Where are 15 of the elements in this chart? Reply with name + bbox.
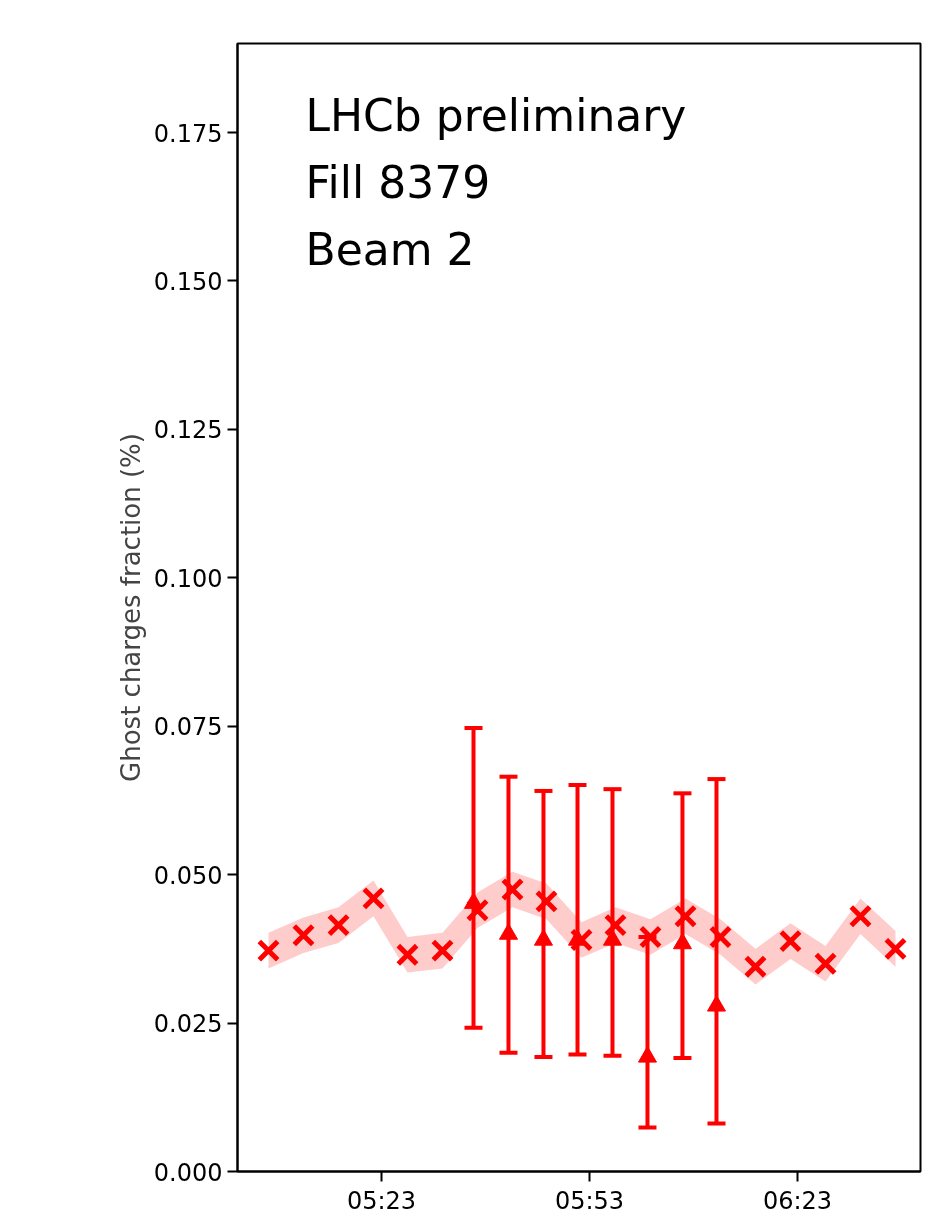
y-tick-label: 0.175 bbox=[153, 119, 223, 148]
x-tick-label: 05:23 bbox=[346, 1186, 417, 1215]
x-tick-label: 05:53 bbox=[554, 1186, 625, 1215]
y-tick-label: 0.100 bbox=[153, 564, 223, 593]
y-tick-label: 0.000 bbox=[153, 1158, 223, 1187]
y-tick-label: 0.075 bbox=[153, 713, 223, 742]
y-axis-title: Ghost charges fraction (%) bbox=[115, 433, 146, 782]
annotation: LHCb preliminary bbox=[305, 89, 687, 141]
y-tick-label: 0.125 bbox=[153, 416, 223, 445]
x-tick-label: 06:23 bbox=[762, 1186, 833, 1215]
y-tick-label: 0.050 bbox=[153, 861, 223, 890]
y-tick-label: 0.150 bbox=[153, 267, 223, 296]
annotation: Fill 8379 bbox=[305, 156, 491, 208]
y-tick-label: 0.025 bbox=[153, 1010, 223, 1039]
annotation: Beam 2 bbox=[305, 223, 475, 275]
